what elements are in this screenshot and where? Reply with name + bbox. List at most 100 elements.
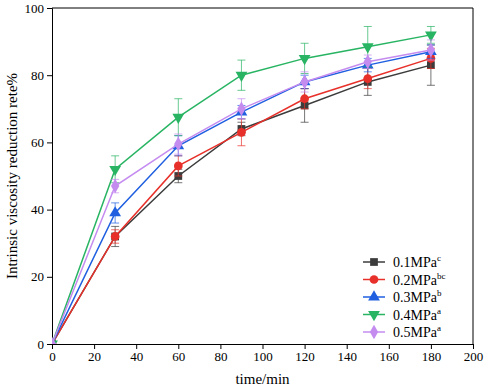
legend-label: 0.2MPabc: [393, 271, 445, 288]
legend-label: 0.5MPaa: [393, 323, 441, 340]
marker: [111, 232, 120, 241]
x-tick-label: 160: [380, 349, 400, 364]
y-tick-label: 100: [25, 1, 45, 16]
error-bar: [111, 230, 119, 243]
y-tick-mark: [47, 277, 52, 278]
marker: [174, 137, 182, 151]
y-tick-label: 40: [31, 202, 44, 217]
legend-label-name: 0.4MPa: [393, 308, 438, 323]
y-tick: 60: [31, 135, 52, 150]
series-line: [52, 50, 431, 344]
x-axis-title: time/min: [235, 371, 290, 387]
y-tick-mark: [47, 75, 52, 76]
legend-marker: [370, 258, 378, 266]
error-bar: [237, 99, 245, 119]
marker: [300, 94, 309, 103]
legend-marker: [368, 311, 380, 321]
frame: [52, 8, 473, 9]
x-tick-label: 180: [422, 349, 442, 364]
y-axis-line: [47, 9, 53, 345]
y-tick-label: 60: [31, 135, 44, 150]
marker: [111, 233, 119, 241]
legend-item: 0.2MPabc: [363, 271, 445, 288]
marker: [237, 102, 245, 116]
legend-label: 0.3MPab: [393, 288, 442, 305]
series: [52, 40, 435, 344]
legend-item: 0.3MPab: [363, 288, 442, 305]
y-tick: 100: [25, 1, 53, 16]
series-line: [52, 35, 431, 344]
legend-marker: [368, 290, 380, 300]
legend-item: 0.4MPaa: [363, 306, 441, 323]
marker: [109, 166, 121, 176]
series: [52, 45, 435, 344]
legend-label-letters: b: [437, 288, 442, 298]
y-axis: 0 20 40 60 80 100: [25, 1, 53, 352]
x-axis: 0 20 40 60 80 100 120 140 160 180 200: [49, 344, 483, 364]
x-tick: 40: [130, 344, 143, 364]
series: [52, 45, 437, 344]
x-tick: 160: [380, 344, 400, 364]
y-tick-mark: [47, 8, 52, 9]
legend: 0.1MPac0.2MPabc0.3MPab0.4MPaa0.5MPaa: [363, 253, 445, 340]
x-tick: 180: [422, 344, 442, 364]
x-tick-label: 0: [49, 349, 56, 364]
frame: [473, 8, 474, 344]
legend-marker: [370, 275, 379, 284]
legend-label-name: 0.2MPa: [393, 273, 438, 288]
x-tick: 60: [172, 344, 185, 364]
series: [52, 48, 435, 344]
y-tick: 80: [31, 68, 52, 83]
error-bar: [427, 40, 435, 60]
marker: [300, 75, 308, 89]
y-tick: 20: [31, 269, 52, 284]
marker: [109, 206, 121, 216]
x-tick-label: 20: [88, 349, 101, 364]
y-tick-mark: [47, 142, 52, 143]
marker: [299, 55, 311, 65]
x-tick-label: 80: [214, 349, 227, 364]
marker: [364, 55, 372, 69]
legend-label: 0.1MPac: [393, 253, 441, 270]
legend-label-letters: a: [437, 323, 441, 333]
error-bar: [301, 72, 309, 92]
y-tick: 0: [38, 337, 53, 352]
x-tick: 80: [214, 344, 227, 364]
chart: 0204060801001201401601802000204060801000…: [0, 0, 484, 392]
x-tick: 20: [88, 344, 101, 364]
x-tick: 140: [337, 344, 357, 364]
error-bar: [364, 55, 372, 68]
x-tick: 0: [49, 344, 56, 364]
marker: [427, 43, 435, 57]
legend-label: 0.4MPaa: [393, 306, 441, 323]
marker: [237, 128, 246, 137]
series: [52, 26, 437, 344]
x-tick-label: 140: [337, 349, 357, 364]
error-bar: [111, 179, 119, 192]
series-line: [52, 65, 431, 344]
marker: [362, 43, 374, 53]
marker: [52, 337, 56, 344]
marker: [236, 72, 248, 82]
marker: [363, 74, 372, 83]
error-bar: [174, 134, 182, 154]
plot: 0204060801001201401601802000204060801000…: [25, 1, 484, 365]
error-bar: [237, 119, 245, 146]
x-tick: 200: [464, 344, 484, 364]
x-tick-label: 120: [295, 349, 315, 364]
legend-label-letters: a: [437, 306, 441, 316]
legend-label-name: 0.3MPa: [393, 290, 438, 305]
y-tick: 40: [31, 202, 52, 217]
legend-label-letters: bc: [437, 271, 446, 281]
error-bar: [301, 89, 309, 123]
legend-item: 0.5MPaa: [363, 323, 441, 340]
x-tick-label: 60: [172, 349, 185, 364]
x-tick-label: 40: [130, 349, 143, 364]
y-tick-label: 80: [31, 68, 44, 83]
legend-label-name: 0.5MPa: [393, 325, 438, 340]
error-bar: [174, 156, 182, 176]
series-line: [52, 52, 431, 344]
x-tick: 100: [253, 344, 273, 364]
error-bar: [301, 75, 309, 88]
y-tick-mark: [47, 344, 52, 345]
